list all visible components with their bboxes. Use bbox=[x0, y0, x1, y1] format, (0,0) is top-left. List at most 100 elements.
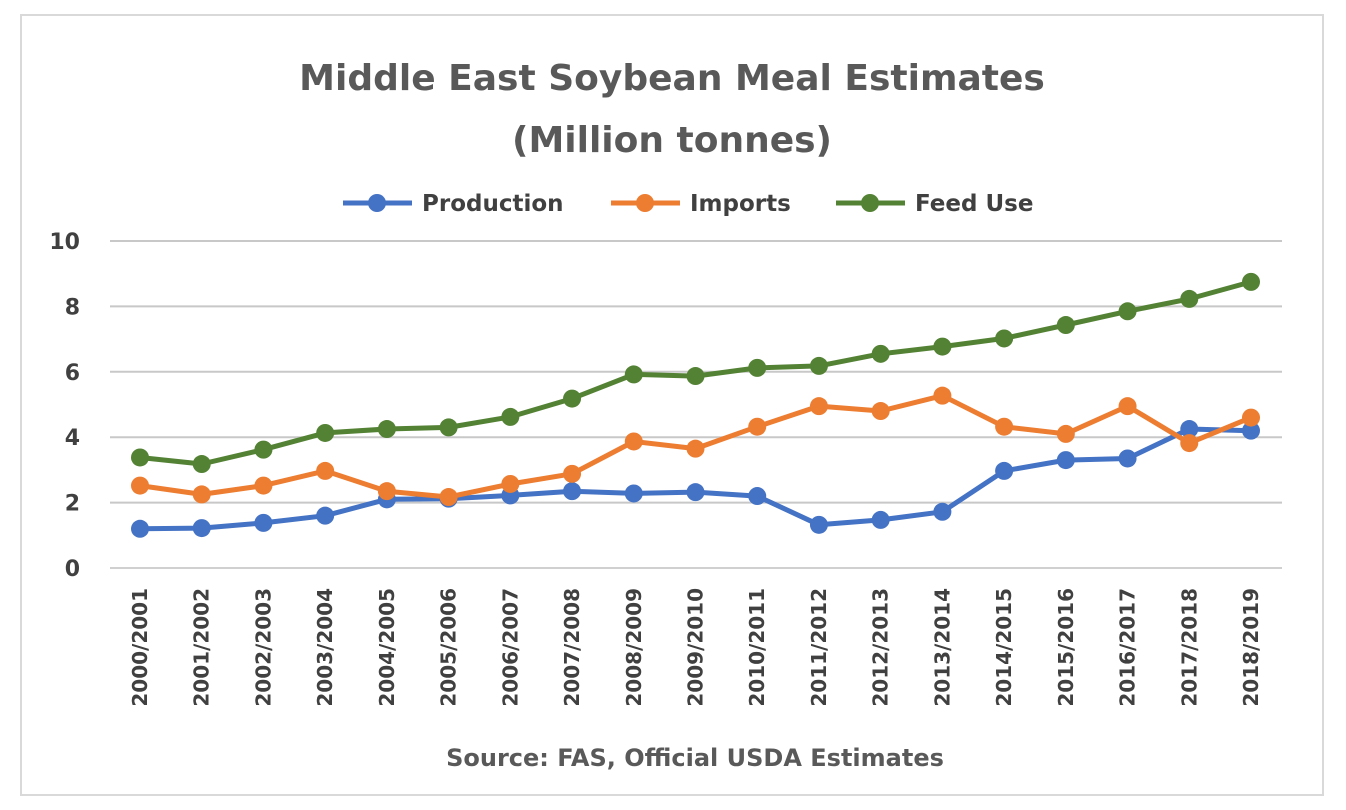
x-tick-label: 2012/2013 bbox=[869, 588, 893, 707]
x-tick-label: 2011/2012 bbox=[807, 588, 831, 707]
data-point-feed-use bbox=[563, 389, 582, 408]
series-points-feed-use bbox=[131, 272, 1260, 474]
series-points bbox=[131, 272, 1260, 538]
data-point-production bbox=[624, 484, 643, 503]
gridlines bbox=[110, 240, 1282, 569]
x-tick-label: 2010/2011 bbox=[745, 588, 769, 707]
data-point-imports bbox=[501, 474, 520, 493]
x-tick-label: 2015/2016 bbox=[1054, 588, 1078, 707]
x-tick-label: 2006/2007 bbox=[498, 588, 522, 707]
data-point-production bbox=[254, 513, 273, 532]
legend-item-production: Production bbox=[343, 191, 564, 217]
data-point-imports bbox=[871, 402, 890, 421]
x-tick-label: 2013/2014 bbox=[930, 588, 954, 707]
data-point-feed-use bbox=[501, 407, 520, 426]
data-point-production bbox=[871, 510, 890, 529]
legend-label-imports: Imports bbox=[690, 191, 791, 217]
legend-item-feed-use: Feed Use bbox=[836, 191, 1033, 217]
data-point-imports bbox=[563, 464, 582, 483]
x-tick-label: 2016/2017 bbox=[1116, 588, 1140, 707]
y-tick-label: 4 bbox=[65, 426, 80, 451]
data-point-feed-use bbox=[254, 440, 273, 459]
data-point-feed-use bbox=[192, 455, 211, 474]
y-tick-label: 0 bbox=[65, 557, 80, 582]
x-tick-label: 2003/2004 bbox=[313, 588, 337, 707]
data-point-imports bbox=[809, 397, 828, 416]
x-tick-label: 2005/2006 bbox=[437, 588, 461, 707]
x-tick-label: 2002/2003 bbox=[251, 588, 275, 707]
data-point-production bbox=[1242, 421, 1260, 440]
data-point-imports bbox=[439, 488, 458, 507]
data-point-imports bbox=[1118, 397, 1137, 416]
data-point-feed-use bbox=[1056, 316, 1075, 335]
data-point-production bbox=[748, 487, 767, 506]
data-point-feed-use bbox=[1180, 289, 1199, 308]
data-point-feed-use bbox=[624, 365, 643, 384]
data-point-production bbox=[995, 461, 1014, 480]
y-axis-ticks: 0 2 4 6 8 10 bbox=[49, 230, 80, 582]
data-point-production bbox=[563, 482, 582, 501]
data-point-imports bbox=[1180, 434, 1199, 453]
data-point-feed-use bbox=[748, 358, 767, 377]
x-tick-label: 2007/2008 bbox=[560, 588, 584, 707]
data-point-feed-use bbox=[1242, 272, 1260, 291]
data-point-production bbox=[686, 483, 705, 502]
data-point-feed-use bbox=[377, 420, 396, 439]
data-point-production bbox=[1180, 420, 1199, 439]
legend-label-feed-use: Feed Use bbox=[915, 191, 1033, 217]
data-point-imports bbox=[316, 461, 335, 480]
data-point-feed-use bbox=[871, 344, 890, 363]
legend-marker-imports bbox=[636, 194, 654, 212]
data-point-imports bbox=[748, 417, 767, 436]
data-point-imports bbox=[192, 485, 211, 504]
data-point-feed-use bbox=[809, 356, 828, 375]
data-point-production bbox=[809, 515, 828, 534]
data-point-feed-use bbox=[439, 418, 458, 437]
x-tick-label: 2014/2015 bbox=[992, 588, 1016, 707]
x-tick-label: 2017/2018 bbox=[1177, 588, 1201, 707]
legend-marker-production bbox=[368, 194, 386, 212]
data-point-feed-use bbox=[131, 448, 149, 467]
x-tick-label: 2004/2005 bbox=[375, 588, 399, 707]
data-point-imports bbox=[995, 417, 1014, 436]
legend: Production Imports Feed Use bbox=[343, 191, 1033, 217]
data-point-imports bbox=[254, 476, 273, 495]
y-tick-label: 8 bbox=[65, 295, 80, 320]
data-point-imports bbox=[377, 482, 396, 501]
data-point-feed-use bbox=[995, 329, 1014, 348]
chart-frame bbox=[20, 14, 1324, 796]
data-point-production bbox=[933, 502, 952, 521]
data-point-imports bbox=[933, 386, 952, 405]
x-axis-ticks: 2000/2001 2001/2002 2002/2003 2003/2004 2004… bbox=[128, 588, 1263, 707]
x-axis-label-source: Source: FAS, Official USDA Estimates bbox=[446, 744, 944, 772]
series-points-production bbox=[131, 420, 1260, 538]
data-point-production bbox=[1118, 449, 1137, 468]
x-tick-label: 2001/2002 bbox=[190, 588, 214, 707]
data-point-feed-use bbox=[686, 367, 705, 386]
data-point-feed-use bbox=[933, 337, 952, 356]
data-point-imports bbox=[131, 476, 149, 495]
legend-label-production: Production bbox=[422, 191, 564, 217]
data-point-imports bbox=[686, 439, 705, 458]
data-point-production bbox=[131, 519, 149, 538]
x-tick-label: 2008/2009 bbox=[622, 588, 646, 707]
data-point-production bbox=[192, 519, 211, 538]
y-tick-label: 10 bbox=[49, 230, 80, 255]
chart-title-line-2: (Million tonnes) bbox=[512, 120, 832, 161]
legend-marker-feed-use bbox=[861, 194, 879, 212]
data-point-production bbox=[316, 506, 335, 525]
x-tick-label: 2018/2019 bbox=[1239, 588, 1263, 707]
data-point-feed-use bbox=[1118, 302, 1137, 321]
series-points-imports bbox=[131, 386, 1260, 507]
legend-item-imports: Imports bbox=[611, 191, 791, 217]
data-point-feed-use bbox=[316, 423, 335, 442]
data-point-imports bbox=[1242, 408, 1260, 427]
data-point-imports bbox=[624, 432, 643, 451]
data-point-imports bbox=[1056, 424, 1075, 443]
chart-title-line-1: Middle East Soybean Meal Estimates bbox=[299, 58, 1045, 99]
x-tick-label: 2000/2001 bbox=[128, 588, 152, 707]
y-tick-label: 6 bbox=[65, 361, 80, 386]
data-point-production bbox=[1056, 451, 1075, 470]
x-tick-label: 2009/2010 bbox=[684, 588, 708, 707]
